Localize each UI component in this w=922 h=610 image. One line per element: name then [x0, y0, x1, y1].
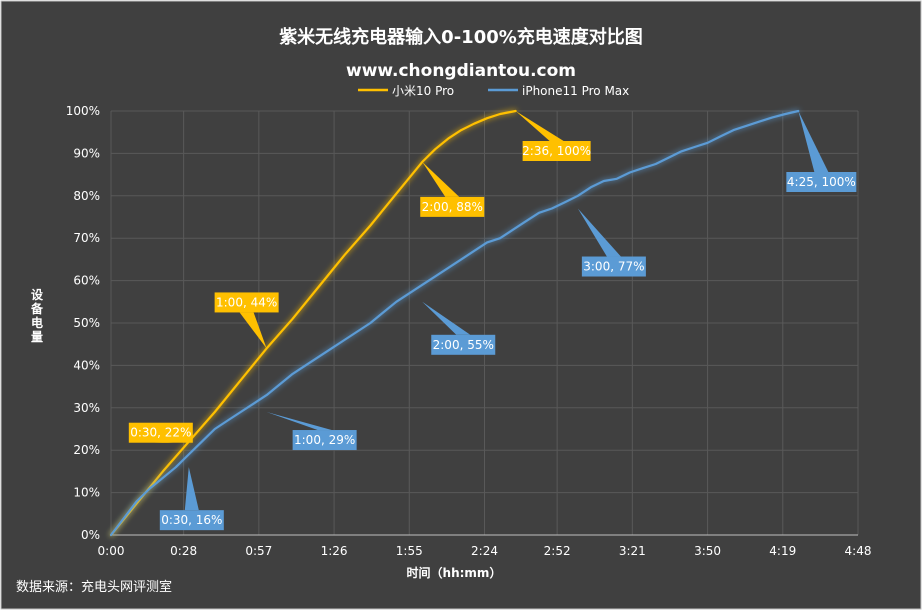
- callout-pointer-1: [239, 312, 267, 349]
- callout-box-5: [292, 430, 357, 451]
- y-axis-label: 设备电量: [30, 287, 44, 344]
- x-tick-label-3: 1:26: [321, 544, 348, 558]
- x-tick-label-6: 2:52: [544, 544, 571, 558]
- x-tick-label-5: 2:24: [471, 544, 498, 558]
- callout-box-4: [159, 510, 224, 531]
- callout-label-2: 2:00, 88%: [422, 200, 483, 214]
- callout-label-8: 4:25, 100%: [787, 175, 856, 189]
- x-tick-label-0: 0:00: [98, 544, 125, 558]
- source-note: 数据来源：充电头网评测室: [16, 579, 172, 595]
- y-tick-label-9: 90%: [73, 146, 100, 160]
- callout-label-7: 3:00, 77%: [583, 260, 644, 274]
- callout-layer: 0:30, 22% 1:00, 44% 2:00, 88% 2:36, 100% 0:3…: [128, 111, 857, 531]
- x-tick-label-7: 3:21: [619, 544, 646, 558]
- y-tick-label-6: 60%: [73, 274, 100, 288]
- callout-box-1: [214, 292, 279, 313]
- chart-title: 紫米无线充电器输入0-100%充电速度对比图: [279, 26, 643, 48]
- x-tick-label-10: 4:48: [845, 544, 872, 558]
- x-tick-label-4: 1:55: [396, 544, 423, 558]
- callout-label-6: 2:00, 55%: [433, 338, 494, 352]
- callout-pointer-2: [422, 161, 460, 197]
- chart-subtitle: www.chongdiantou.com: [346, 61, 576, 81]
- callout-pointer-8: [798, 111, 829, 172]
- y-tick-label-7: 70%: [73, 231, 100, 245]
- callout-box-0: [128, 422, 193, 443]
- y-tick-label-1: 10%: [73, 486, 100, 500]
- callout-label-0: 0:30, 22%: [130, 426, 191, 440]
- callout-pointer-4: [184, 467, 199, 511]
- callout-label-3: 2:36, 100%: [522, 144, 591, 158]
- callout-box-2: [420, 196, 485, 217]
- callout-pointer-5: [266, 412, 332, 431]
- series-line-1: [109, 109, 800, 537]
- callout-pointer-6: [422, 301, 471, 335]
- x-tick-label-8: 3:50: [694, 544, 721, 558]
- callout-box-7: [581, 256, 646, 277]
- y-tick-label-8: 80%: [73, 189, 100, 203]
- y-tick-label-5: 50%: [73, 316, 100, 330]
- y-tick-label-0: 0%: [81, 528, 100, 542]
- callout-box-6: [431, 334, 496, 355]
- series-layer: [109, 109, 800, 537]
- callout-box-3: [522, 141, 591, 161]
- y-tick-label-4: 40%: [73, 358, 100, 372]
- x-tick-label-2: 0:57: [245, 544, 272, 558]
- y-tick-label-2: 20%: [73, 443, 100, 457]
- y-tick-label-3: 30%: [73, 401, 100, 415]
- x-tick-label-9: 4:19: [769, 544, 796, 558]
- callout-box-8: [786, 172, 857, 192]
- x-axis-label: 时间（hh:mm）: [407, 565, 502, 580]
- legend-label-1: iPhone11 Pro Max: [522, 84, 629, 98]
- callout-label-1: 1:00, 44%: [216, 295, 277, 309]
- legend: 小米10 Pro iPhone11 Pro Max: [358, 84, 629, 98]
- legend-label-0: 小米10 Pro: [392, 84, 454, 98]
- x-tick-label-1: 0:28: [170, 544, 197, 558]
- callout-label-5: 1:00, 29%: [294, 433, 355, 447]
- series-line-0: [109, 109, 517, 537]
- axes: 0% 10% 20% 30% 40% 50% 60% 70% 80% 90% 100% 0:00 0:2…: [30, 104, 871, 558]
- callout-pointer-7: [577, 208, 621, 257]
- callout-pointer-3: [515, 111, 564, 141]
- y-tick-label-10: 100%: [66, 104, 100, 118]
- callout-label-4: 0:30, 16%: [161, 513, 222, 527]
